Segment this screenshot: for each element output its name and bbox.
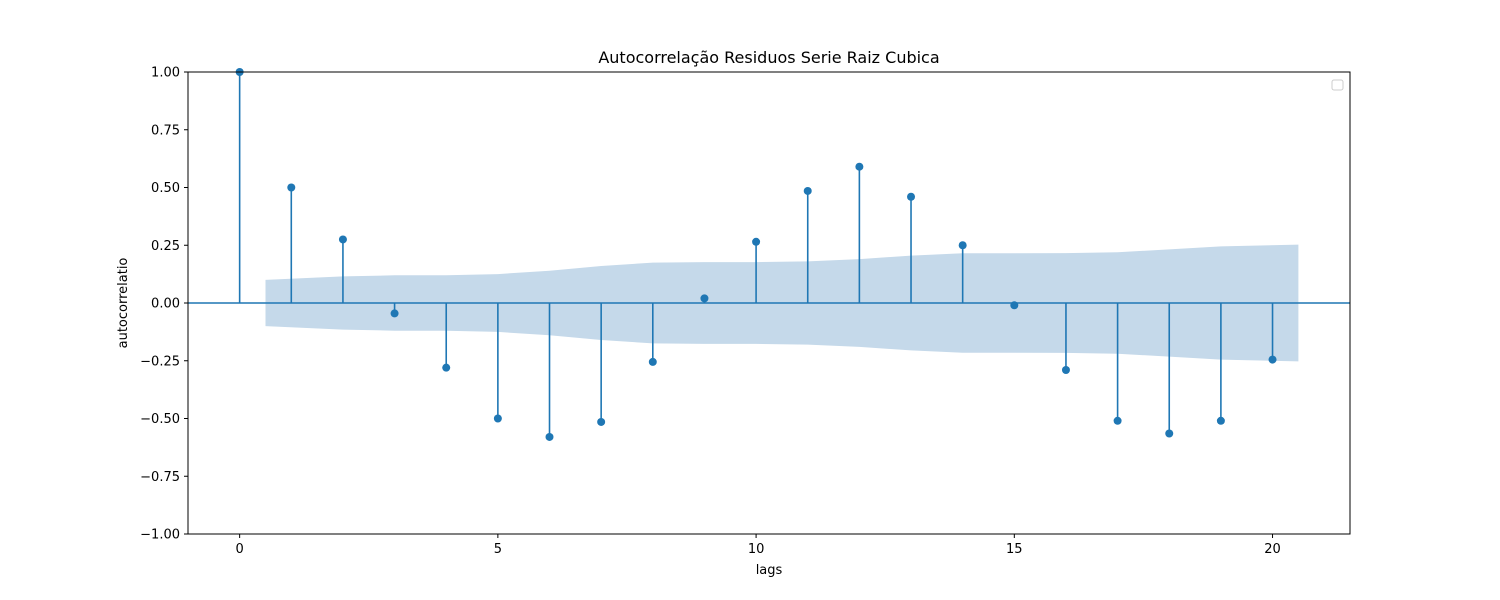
x-tick-label: 20 — [1264, 542, 1281, 557]
x-tick-label: 0 — [236, 542, 244, 557]
stem-marker — [1216, 416, 1225, 425]
y-tick-label: −1.00 — [140, 528, 180, 543]
stem-marker — [1061, 365, 1070, 374]
y-tick-label: 1.00 — [151, 66, 180, 81]
x-tick-label: 5 — [494, 542, 502, 557]
stem-marker — [1165, 429, 1174, 438]
chart-title: Autocorrelação Residuos Serie Raiz Cubic… — [598, 48, 939, 67]
stem-marker — [338, 235, 347, 244]
stem-layer — [188, 68, 1350, 441]
stem-marker — [648, 357, 657, 366]
stem-marker — [1010, 301, 1019, 310]
y-tick-label: 0.75 — [151, 123, 180, 138]
stem-marker — [442, 363, 451, 372]
y-tick-label: −0.75 — [140, 470, 180, 485]
y-tick-label: −0.25 — [140, 354, 180, 369]
legend-box — [1331, 79, 1344, 91]
y-axis-label: autocorrelatio — [116, 258, 131, 349]
stem-marker — [493, 414, 502, 423]
y-tick-label: 0.00 — [151, 297, 180, 312]
y-tick-label: 0.50 — [151, 181, 180, 196]
stem-marker — [1268, 355, 1277, 364]
stem-marker — [700, 294, 709, 303]
stem-marker — [855, 162, 864, 171]
stem-marker — [907, 192, 916, 201]
stem-marker — [752, 237, 761, 246]
stem-marker — [597, 417, 606, 426]
y-ticks: 1.00 0.75 0.50 0.25 0.00 −0.25 −0.50 −0.75 −1.00 — [140, 66, 188, 543]
stem-marker — [390, 309, 399, 318]
x-axis-label: lags — [756, 563, 783, 578]
stem-marker — [958, 241, 967, 250]
stem-marker — [545, 432, 554, 441]
y-tick-label: −0.50 — [140, 412, 180, 427]
x-ticks: 0 5 10 15 20 — [236, 534, 1281, 557]
x-tick-label: 10 — [748, 542, 765, 557]
x-tick-label: 15 — [1006, 542, 1023, 557]
y-tick-label: 0.25 — [151, 239, 180, 254]
stem-marker — [1113, 416, 1122, 425]
stem-marker — [287, 183, 296, 192]
stem-marker — [803, 186, 812, 195]
plot-frame — [187, 71, 1351, 535]
